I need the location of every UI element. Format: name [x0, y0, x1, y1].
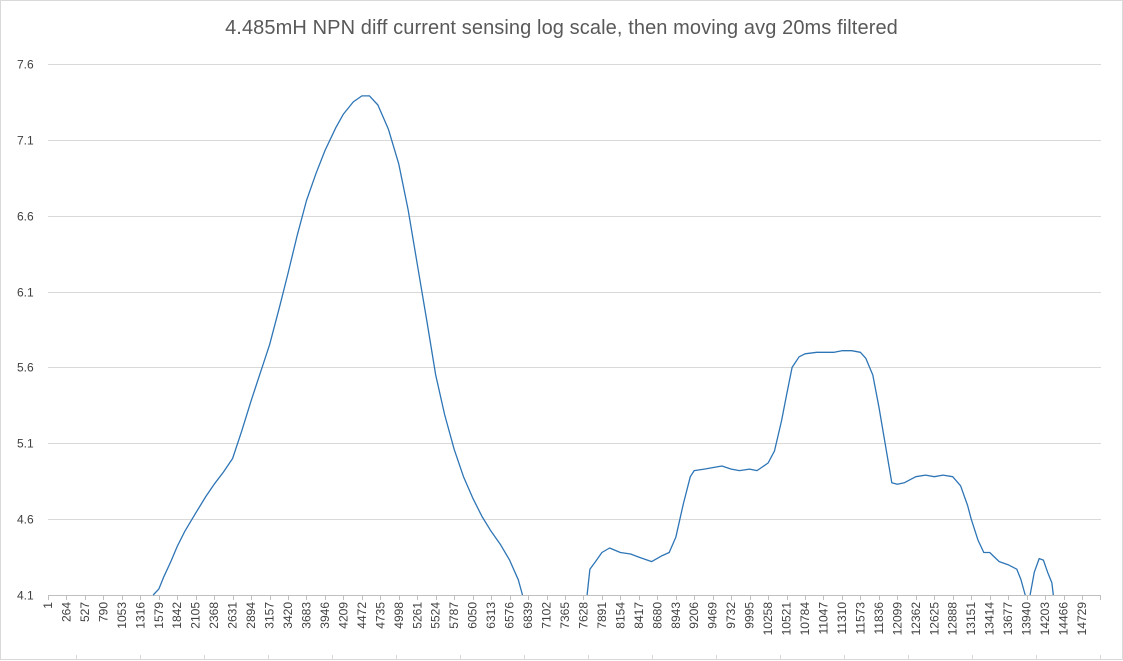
series-line-segment [586, 350, 1026, 596]
y-tick-label: 6.1 [17, 286, 34, 300]
x-tick-label: 3157 [263, 602, 277, 629]
x-tick-label: 7628 [577, 602, 591, 629]
x-tick-label: 7891 [595, 602, 609, 629]
x-tick-label: 1579 [152, 602, 166, 629]
x-tick-label: 11573 [853, 602, 867, 635]
x-tick-label: 11047 [817, 602, 831, 635]
x-tick-label: 2105 [189, 602, 203, 629]
x-tick-label: 2631 [226, 602, 240, 629]
x-tick-label: 9995 [743, 602, 757, 629]
x-tick-label: 8154 [613, 602, 627, 629]
x-tick-label: 6839 [521, 602, 535, 629]
x-tick-label: 13151 [964, 602, 978, 636]
x-tick-label: 3946 [318, 602, 332, 629]
x-tick-label: 12625 [927, 602, 941, 636]
x-tick-label: 3420 [281, 602, 295, 629]
x-tick-label: 4472 [355, 602, 369, 629]
x-tick-label: 13414 [983, 602, 997, 636]
y-tick-label: 5.6 [17, 361, 34, 375]
y-tick-label: 7.6 [17, 58, 34, 72]
x-tick-label: 12888 [946, 602, 960, 636]
x-tick-label: 10258 [761, 602, 775, 636]
x-tick-label: 8943 [669, 602, 683, 629]
y-tick-label: 4.6 [17, 513, 34, 527]
x-tick-label: 10784 [798, 602, 812, 636]
x-tick-label: 1 [41, 602, 55, 609]
x-tick-label: 6050 [466, 602, 480, 629]
series-line-segment [1029, 557, 1054, 596]
x-tick-label: 9732 [724, 602, 738, 629]
x-tick-label: 2368 [207, 602, 221, 629]
x-tick-label: 8417 [632, 602, 646, 629]
x-tick-label: 7365 [558, 602, 572, 629]
y-tick-label: 5.1 [17, 437, 34, 451]
x-tick-label: 790 [96, 602, 110, 622]
x-tick-label: 1842 [170, 602, 184, 629]
x-tick-label: 10521 [780, 602, 794, 636]
x-tick-label: 12099 [890, 602, 904, 636]
x-tick-label: 6313 [484, 602, 498, 629]
x-tick-label: 9469 [706, 602, 720, 629]
x-tick-label: 14203 [1038, 602, 1052, 636]
x-tick-label: 1053 [115, 602, 129, 629]
x-tick-label: 11310 [835, 602, 849, 635]
y-tick-label: 6.6 [17, 210, 34, 224]
x-tick-label: 5787 [447, 602, 461, 629]
x-tick-label: 7102 [540, 602, 554, 629]
x-tick-label: 13940 [1020, 602, 1034, 636]
x-tick-label: 9206 [687, 602, 701, 629]
x-tick-label: 12362 [909, 602, 923, 636]
x-tick-label: 4209 [336, 602, 350, 629]
x-tick-label: 4735 [373, 602, 387, 629]
x-tick-label: 3683 [300, 602, 314, 629]
x-tick-label: 8680 [650, 602, 664, 629]
y-tick-label: 7.1 [17, 134, 34, 148]
y-tick-label: 4.1 [17, 589, 34, 603]
x-tick-label: 2894 [244, 602, 258, 629]
series-line-segment [152, 95, 524, 596]
x-tick-label: 264 [60, 602, 74, 622]
x-tick-label: 5524 [429, 602, 443, 629]
x-tick-label: 13677 [1001, 602, 1015, 636]
x-tick-label: 11836 [872, 602, 886, 635]
x-tick-label: 1316 [133, 602, 147, 629]
x-tick-label: 527 [78, 602, 92, 622]
x-tick-label: 14466 [1057, 602, 1071, 636]
x-tick-label: 6576 [503, 602, 517, 629]
x-tick-label: 4998 [392, 602, 406, 629]
x-tick-label: 5261 [410, 602, 424, 629]
chart-title: 4.485mH NPN diff current sensing log sca… [225, 17, 898, 39]
x-tick-label: 14729 [1075, 602, 1089, 636]
